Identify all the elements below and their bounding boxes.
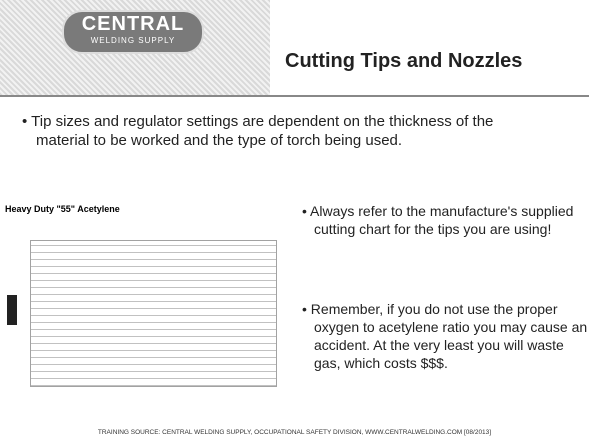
header: CENTRAL WELDING SUPPLY Cutting Tips and …: [0, 0, 589, 95]
bullet: • Remember, if you do not use the proper…: [300, 300, 589, 372]
table-image: [30, 240, 277, 387]
footer: TRAINING SOURCE: CENTRAL WELDING SUPPLY,…: [0, 429, 589, 436]
chart-image: Heavy Duty "55" Acetylene: [5, 200, 277, 396]
tab: [7, 295, 17, 325]
bullet: • Always refer to the manufacture's supp…: [300, 202, 589, 238]
logo-subtext: WELDING SUPPLY: [64, 36, 202, 46]
bullet: • Tip sizes and regulator settings are d…: [20, 112, 496, 150]
logo: CENTRAL WELDING SUPPLY: [62, 10, 204, 54]
bullet-text: Remember, if you do not use the proper o…: [311, 301, 587, 371]
bullet-text: Always refer to the manufacture's suppli…: [310, 203, 573, 237]
logo-text: CENTRAL: [64, 12, 202, 36]
slide-title: Cutting Tips and Nozzles: [285, 50, 522, 73]
bullet-text: Tip sizes and regulator settings are dep…: [31, 113, 493, 149]
divider: [0, 95, 589, 97]
image-caption: Heavy Duty "55" Acetylene: [5, 204, 120, 214]
slide: {"header": {"logo": "CENTRAL", "logo_sub…: [0, 0, 589, 448]
